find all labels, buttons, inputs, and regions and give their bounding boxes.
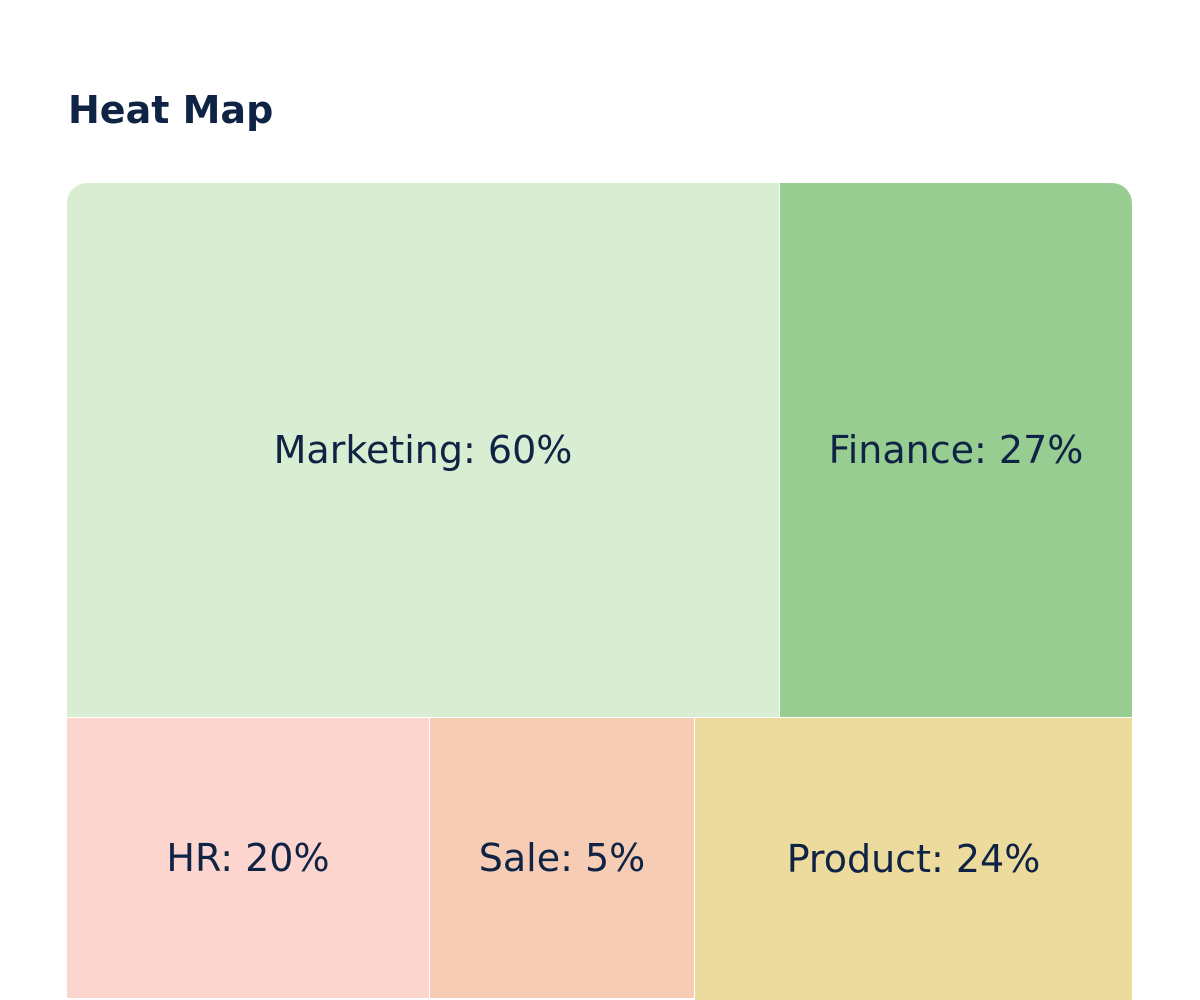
tile-label: Finance: 27% <box>828 428 1084 472</box>
heat-tile: Marketing: 60% <box>67 183 779 717</box>
page-title: Heat Map <box>68 88 274 132</box>
tile-label: HR: 20% <box>166 836 330 880</box>
heat-map: Marketing: 60% Finance: 27% HR: 20% Sale: 5… <box>67 183 1132 1000</box>
tile-label: Product: 24% <box>786 837 1041 881</box>
heat-tile: Sale: 5% <box>430 718 694 998</box>
heat-tile: HR: 20% <box>67 718 429 998</box>
tile-label: Marketing: 60% <box>273 428 573 472</box>
heat-tile: Product: 24% <box>695 718 1132 1000</box>
heat-tile: Finance: 27% <box>780 183 1132 717</box>
tile-label: Sale: 5% <box>478 836 646 880</box>
